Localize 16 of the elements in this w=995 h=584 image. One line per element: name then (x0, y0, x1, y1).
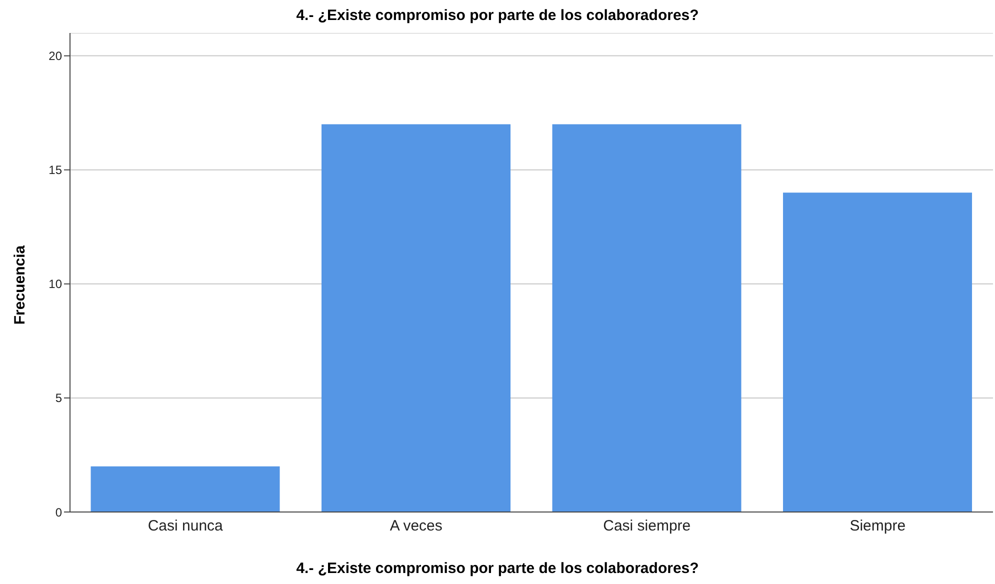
y-axis-title: Frecuencia (12, 245, 28, 325)
x-tick-label: Casi siempre (603, 518, 691, 535)
y-tick-label: 15 (48, 163, 62, 178)
y-tick-label: 5 (55, 391, 62, 406)
bar (552, 124, 742, 512)
y-tick-label: 10 (48, 277, 62, 292)
y-tick-label: 20 (48, 49, 62, 64)
y-tick-label: 0 (55, 505, 62, 520)
x-tick-label: Casi nunca (148, 518, 224, 535)
x-tick-label: Siempre (850, 518, 906, 535)
x-axis-title: 4.- ¿Existe compromiso por parte de los colaboradores? (295, 560, 700, 577)
bar (783, 192, 972, 512)
bar (90, 466, 280, 512)
bar (322, 124, 511, 512)
x-tick-label: A veces (390, 518, 442, 535)
chart-title: 4.- ¿Existe compromiso por parte de los colaboradores? (295, 7, 700, 24)
